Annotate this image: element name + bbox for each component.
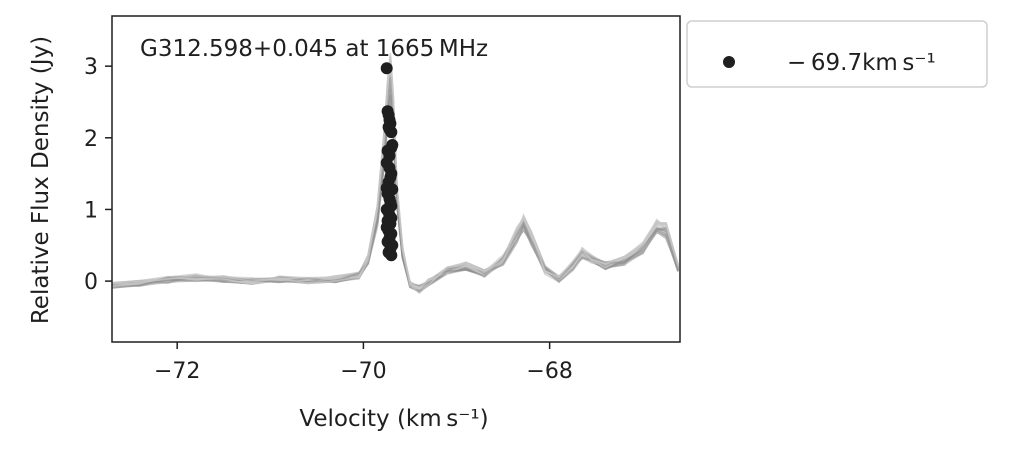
spectra-points xyxy=(380,62,399,262)
y-axis-label: Relative Flux Density (Jy) xyxy=(28,36,54,324)
x-axis-label: Velocity (km s⁻¹) xyxy=(299,406,488,432)
x-tick-label-2: −68 xyxy=(526,359,572,384)
data-point-0 xyxy=(380,62,393,75)
chart-title: G312.598+0.045 at 1665 MHz xyxy=(140,36,488,62)
x-tick-label-1: −70 xyxy=(340,359,386,384)
y-tick-label-2: 2 xyxy=(84,127,98,152)
data-point-36 xyxy=(385,249,398,262)
y-tick-label-1: 1 xyxy=(84,198,98,223)
x-axis-ticks: −72 −70 −68 xyxy=(154,342,573,384)
y-tick-label-3: 3 xyxy=(84,55,98,80)
x-tick-label-0: −72 xyxy=(154,359,200,384)
spectra-lines xyxy=(111,52,680,295)
legend-marker xyxy=(723,56,735,68)
data-point-37 xyxy=(383,149,396,162)
legend-label: − 69.7km s⁻¹ xyxy=(787,50,936,76)
spectrum-line-0-25 xyxy=(111,56,679,295)
data-point-7 xyxy=(385,126,398,139)
plot-frame xyxy=(111,15,681,343)
legend-box xyxy=(686,20,988,88)
y-tick-label-0: 0 xyxy=(84,270,98,295)
legend: − 69.7km s⁻¹ xyxy=(686,20,988,88)
y-axis-ticks: 0 1 2 3 xyxy=(84,55,112,295)
